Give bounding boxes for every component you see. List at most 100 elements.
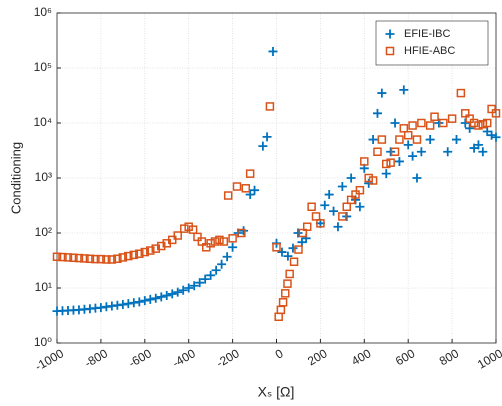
legend-marker [385, 29, 395, 39]
y-tick-label: 10³ [35, 170, 52, 184]
axes-box [56, 12, 497, 344]
y-tick-label: 10⁵ [34, 60, 52, 74]
x-tick-label: 200 [305, 346, 330, 368]
marker [228, 242, 238, 252]
marker [469, 118, 479, 128]
marker [351, 195, 361, 205]
marker [211, 265, 221, 275]
marker [482, 118, 492, 128]
marker [283, 251, 293, 261]
marker [222, 252, 232, 262]
marker [285, 269, 294, 279]
marker [265, 102, 275, 111]
marker [188, 225, 198, 234]
marker [129, 250, 139, 260]
marker [425, 135, 435, 145]
y-tick-label: 10⁴ [33, 115, 52, 129]
marker [118, 253, 128, 262]
legend-label: HFIE-ABC [404, 45, 455, 57]
marker [491, 132, 501, 142]
marker [217, 259, 227, 269]
marker [461, 109, 470, 118]
marker [200, 274, 210, 284]
marker [173, 231, 182, 240]
marker [417, 118, 426, 128]
marker [206, 270, 216, 280]
marker [337, 182, 347, 192]
marker [302, 222, 312, 231]
marker [390, 147, 400, 157]
marker [151, 293, 161, 303]
x-tick-label: 0 [273, 346, 286, 362]
marker [473, 140, 483, 150]
marker [395, 135, 404, 144]
marker [351, 190, 360, 199]
y-tick-label: 10¹ [35, 280, 52, 294]
marker [145, 294, 155, 304]
legend-label: EFIE-IBC [404, 28, 451, 40]
marker [135, 249, 144, 258]
marker [456, 88, 466, 98]
marker [381, 169, 391, 179]
marker [241, 184, 251, 193]
marker [333, 222, 343, 232]
marker [377, 88, 387, 98]
marker [167, 289, 177, 299]
y-tick-label: 10⁰ [34, 335, 52, 349]
marker [167, 235, 177, 245]
marker [408, 121, 417, 130]
marker [223, 191, 233, 200]
marker [368, 176, 378, 185]
marker [69, 253, 78, 262]
marker [91, 254, 100, 264]
y-axis-label: Conditioning [8, 142, 23, 214]
marker [394, 156, 404, 166]
marker [245, 169, 255, 178]
marker [173, 287, 183, 297]
marker [386, 158, 395, 167]
y-tick-label: 10² [35, 225, 52, 239]
marker [250, 185, 260, 195]
marker [412, 135, 422, 144]
marker [157, 241, 166, 251]
marker [283, 279, 292, 288]
marker [206, 239, 215, 248]
marker [399, 85, 409, 95]
marker [451, 135, 461, 145]
marker [316, 219, 325, 228]
marker [80, 254, 89, 263]
marker [487, 104, 496, 114]
y-tick-label: 10⁶ [34, 5, 52, 19]
marker [460, 118, 470, 128]
marker [346, 173, 356, 183]
marker [360, 157, 369, 166]
marker [478, 119, 488, 129]
marker [262, 132, 272, 142]
x-tick-label: 800 [437, 346, 462, 368]
marker [162, 291, 172, 301]
marker [390, 118, 400, 128]
marker [123, 299, 133, 309]
marker [342, 211, 352, 221]
x-tick-label: 1000 [475, 346, 502, 372]
marker [408, 151, 418, 161]
marker [268, 46, 278, 56]
marker [102, 255, 111, 264]
marker [288, 243, 298, 253]
marker [180, 224, 189, 233]
x-tick-label: -1000 [32, 346, 66, 374]
marker [487, 130, 497, 140]
marker [281, 289, 290, 298]
marker [320, 200, 330, 210]
marker [239, 226, 249, 236]
marker [386, 147, 396, 157]
marker [124, 251, 133, 261]
marker [74, 253, 84, 263]
marker [228, 234, 237, 243]
marker [377, 135, 387, 144]
marker [329, 206, 339, 216]
marker [338, 212, 347, 221]
marker [58, 252, 67, 262]
marker [293, 228, 303, 238]
x-tick-label: -600 [126, 346, 154, 370]
